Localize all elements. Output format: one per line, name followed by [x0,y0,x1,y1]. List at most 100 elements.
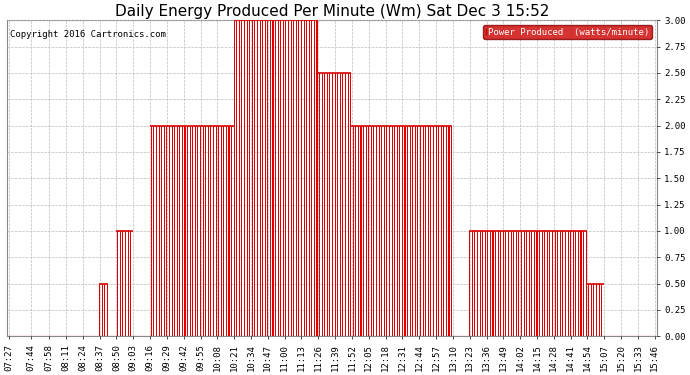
Bar [306,20,307,336]
Bar [500,231,502,336]
Bar [153,126,155,336]
Bar [422,126,424,336]
Bar [549,231,551,336]
Bar [120,231,121,336]
Bar [283,20,284,336]
Bar [107,284,108,336]
Bar [104,284,106,336]
Bar [195,126,196,336]
Bar [511,231,512,336]
Bar [329,73,331,336]
Bar [156,126,157,336]
Bar [166,126,168,336]
Bar [542,231,543,336]
Bar [425,126,426,336]
Bar [472,231,473,336]
Bar [443,126,444,336]
Bar [565,231,566,336]
Bar [241,20,242,336]
Bar [314,20,315,336]
Bar [337,73,338,336]
Bar [200,126,201,336]
Bar [174,126,175,336]
Bar [417,126,419,336]
Bar [296,20,297,336]
Bar [552,231,553,336]
Bar [474,231,475,336]
Bar [122,231,124,336]
Bar [339,73,341,336]
Bar [480,231,481,336]
Bar [363,126,364,336]
Bar [433,126,434,336]
Bar [588,284,589,336]
Bar [151,126,152,336]
Bar [332,73,333,336]
Bar [601,284,602,336]
Bar [410,126,411,336]
Bar [301,20,302,336]
Bar [394,126,395,336]
Bar [536,231,538,336]
Bar [415,126,416,336]
Bar [598,284,600,336]
Bar [228,126,230,336]
Bar [290,20,292,336]
Bar [529,231,530,336]
Bar [526,231,527,336]
Bar [420,126,421,336]
Bar [513,231,514,336]
Bar [182,126,183,336]
Bar [267,20,268,336]
Bar [270,20,271,336]
Bar [446,126,447,336]
Bar [298,20,299,336]
Bar [179,126,180,336]
Bar [534,231,535,336]
Bar [428,126,429,336]
Bar [342,73,344,336]
Bar [327,73,328,336]
Bar [371,126,372,336]
Bar [438,126,440,336]
Bar [275,20,276,336]
Bar [573,231,574,336]
Bar [277,20,279,336]
Bar [322,73,323,336]
Bar [288,20,289,336]
Bar [187,126,188,336]
Bar [215,126,217,336]
Bar [591,284,592,336]
Bar [381,126,382,336]
Bar [407,126,408,336]
Bar [311,20,313,336]
Bar [236,20,237,336]
Bar [125,231,126,336]
Bar [130,231,131,336]
Bar [412,126,413,336]
Bar [539,231,540,336]
Bar [580,231,582,336]
Title: Daily Energy Produced Per Minute (Wm) Sat Dec 3 15:52: Daily Energy Produced Per Minute (Wm) Sa… [115,4,549,19]
Bar [373,126,375,336]
Bar [213,126,214,336]
Bar [252,20,253,336]
Bar [226,126,227,336]
Bar [560,231,561,336]
Bar [379,126,380,336]
Bar [490,231,491,336]
Bar [557,231,558,336]
Bar [262,20,263,336]
Bar [259,20,261,336]
Bar [435,126,437,336]
Bar [99,284,100,336]
Bar [578,231,579,336]
Bar [169,126,170,336]
Bar [477,231,478,336]
Bar [376,126,377,336]
Bar [234,20,235,336]
Bar [567,231,569,336]
Bar [508,231,509,336]
Bar [101,284,103,336]
Bar [575,231,576,336]
